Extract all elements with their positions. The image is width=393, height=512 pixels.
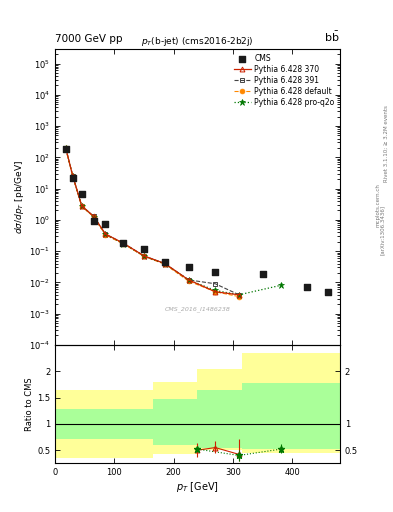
Text: [arXiv:1306.3436]: [arXiv:1306.3436] — [380, 205, 384, 255]
Pythia 6.428 pro-q2o — [79, 203, 84, 209]
Pythia 6.428 391 — [162, 261, 167, 267]
Pythia 6.428 default — [91, 214, 96, 220]
Pythia 6.428 391 — [63, 145, 68, 151]
Pythia 6.428 370 — [63, 145, 68, 151]
Pythia 6.428 default — [103, 232, 108, 238]
Pythia 6.428 pro-q2o — [162, 261, 167, 267]
Pythia 6.428 pro-q2o — [121, 241, 126, 247]
Pythia 6.428 default — [237, 293, 241, 300]
Pythia 6.428 default — [79, 203, 84, 209]
CMS — [62, 145, 69, 154]
Text: Rivet 3.1.10; ≥ 3.2M events: Rivet 3.1.10; ≥ 3.2M events — [384, 105, 388, 182]
X-axis label: $p_T$ [GeV]: $p_T$ [GeV] — [176, 480, 219, 494]
Pythia 6.428 pro-q2o — [142, 253, 147, 259]
Line: Pythia 6.428 default: Pythia 6.428 default — [63, 146, 241, 299]
Pythia 6.428 pro-q2o — [103, 231, 108, 238]
Pythia 6.428 391 — [142, 253, 147, 259]
Line: Pythia 6.428 391: Pythia 6.428 391 — [63, 145, 241, 297]
Text: mcplots.cern.ch: mcplots.cern.ch — [376, 183, 380, 227]
Line: Pythia 6.428 pro-q2o: Pythia 6.428 pro-q2o — [62, 144, 284, 298]
Pythia 6.428 370 — [142, 253, 147, 259]
Text: 7000 GeV pp: 7000 GeV pp — [55, 33, 123, 44]
Pythia 6.428 pro-q2o — [63, 145, 68, 151]
Pythia 6.428 default — [186, 278, 191, 284]
CMS — [141, 245, 147, 253]
Pythia 6.428 391 — [121, 240, 126, 246]
CMS — [260, 270, 266, 279]
Pythia 6.428 391 — [186, 277, 191, 283]
Pythia 6.428 default — [142, 253, 147, 260]
Pythia 6.428 370 — [213, 289, 218, 295]
CMS — [90, 217, 97, 225]
Pythia 6.428 default — [70, 174, 75, 180]
Pythia 6.428 370 — [237, 292, 241, 298]
Pythia 6.428 370 — [70, 173, 75, 179]
Text: b$\mathregular{\bar{b}}$: b$\mathregular{\bar{b}}$ — [325, 29, 340, 44]
CMS — [162, 258, 168, 266]
Title: $p_T$(b-jet) (cms2016-2b2j): $p_T$(b-jet) (cms2016-2b2j) — [141, 35, 254, 49]
Pythia 6.428 pro-q2o — [70, 174, 75, 180]
Line: Pythia 6.428 370: Pythia 6.428 370 — [63, 145, 241, 297]
Pythia 6.428 pro-q2o — [91, 214, 96, 220]
Pythia 6.428 pro-q2o — [278, 282, 283, 288]
CMS — [304, 283, 310, 291]
Pythia 6.428 391 — [103, 231, 108, 237]
CMS — [212, 268, 219, 276]
Pythia 6.428 370 — [121, 240, 126, 246]
Pythia 6.428 370 — [91, 213, 96, 219]
Pythia 6.428 pro-q2o — [237, 292, 241, 298]
CMS — [79, 190, 85, 199]
Y-axis label: Ratio to CMS: Ratio to CMS — [25, 377, 34, 431]
Pythia 6.428 370 — [162, 261, 167, 267]
CMS — [102, 220, 108, 228]
Pythia 6.428 default — [213, 289, 218, 295]
Legend: CMS, Pythia 6.428 370, Pythia 6.428 391, Pythia 6.428 default, Pythia 6.428 pro-: CMS, Pythia 6.428 370, Pythia 6.428 391,… — [232, 52, 336, 108]
Pythia 6.428 391 — [79, 203, 84, 209]
Pythia 6.428 370 — [186, 277, 191, 283]
CMS — [70, 174, 76, 182]
Pythia 6.428 pro-q2o — [213, 287, 218, 293]
CMS — [185, 263, 192, 271]
Pythia 6.428 391 — [70, 173, 75, 179]
Pythia 6.428 370 — [103, 231, 108, 237]
Y-axis label: $d\sigma/dp_T$ [pb/GeV]: $d\sigma/dp_T$ [pb/GeV] — [13, 160, 26, 234]
Pythia 6.428 391 — [213, 281, 218, 287]
Pythia 6.428 default — [121, 241, 126, 247]
Pythia 6.428 391 — [237, 292, 241, 298]
Text: CMS_2016_I1486238: CMS_2016_I1486238 — [165, 307, 230, 312]
Pythia 6.428 default — [63, 145, 68, 152]
CMS — [120, 239, 127, 247]
CMS — [325, 288, 331, 296]
Pythia 6.428 pro-q2o — [186, 277, 191, 283]
Pythia 6.428 370 — [79, 203, 84, 209]
Pythia 6.428 default — [162, 261, 167, 267]
Pythia 6.428 391 — [91, 213, 96, 219]
